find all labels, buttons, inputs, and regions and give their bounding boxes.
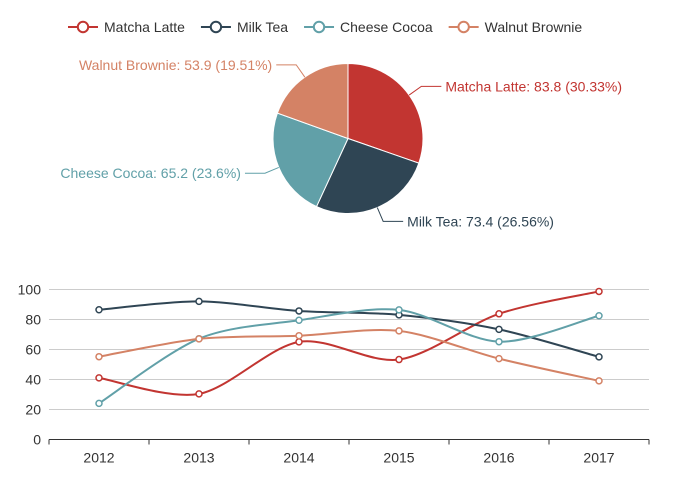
line-chart: 0 20 40 60 80 100 2012 2013 2014 2015 2016 2017 bbox=[18, 282, 650, 466]
data-point[interactable] bbox=[295, 338, 303, 346]
data-point[interactable] bbox=[495, 337, 503, 346]
x-tick-label: 2017 bbox=[583, 450, 614, 466]
pie-label-cheese-cocoa: Cheese Cocoa: 65.2 (23.6%) bbox=[60, 165, 241, 181]
y-grid bbox=[49, 289, 649, 410]
pie-label-matcha-latte: Matcha Latte: 83.8 (30.33%) bbox=[445, 78, 622, 94]
legend-item-matcha-latte[interactable]: Matcha Latte bbox=[68, 19, 185, 35]
data-point[interactable] bbox=[95, 352, 103, 361]
legend: Matcha Latte Milk Tea Cheese Cocoa Walnut B… bbox=[68, 19, 582, 35]
data-point[interactable] bbox=[195, 297, 203, 306]
series-matcha-latte bbox=[95, 287, 603, 398]
y-tick-label: 40 bbox=[25, 372, 41, 388]
x-tick-label: 2015 bbox=[383, 450, 414, 466]
data-point[interactable] bbox=[595, 353, 603, 361]
pie-leader-line bbox=[276, 64, 306, 78]
legend-marker bbox=[209, 20, 223, 34]
data-point[interactable] bbox=[195, 390, 203, 398]
pie-slice-milk-tea[interactable] bbox=[315, 137, 420, 214]
pie-leader-line bbox=[244, 166, 280, 174]
data-point[interactable] bbox=[95, 306, 103, 314]
data-point[interactable] bbox=[295, 331, 303, 340]
y-tick-label: 0 bbox=[33, 432, 41, 448]
pie-leader-line bbox=[408, 85, 442, 96]
data-point[interactable] bbox=[495, 310, 503, 318]
legend-label: Cheese Cocoa bbox=[340, 19, 433, 35]
x-tick-label: 2014 bbox=[283, 450, 314, 466]
pie-label-walnut-brownie: Walnut Brownie: 53.9 (19.51%) bbox=[79, 57, 272, 73]
data-point[interactable] bbox=[395, 306, 403, 314]
series-line-walnut-brownie bbox=[98, 328, 600, 382]
x-tick-label: 2012 bbox=[83, 450, 114, 466]
pie-label-group-matcha-latte: Matcha Latte: 83.8 (30.33%) bbox=[408, 78, 622, 96]
legend-label: Walnut Brownie bbox=[485, 19, 583, 35]
legend-item-walnut-brownie[interactable]: Walnut Brownie bbox=[448, 19, 583, 35]
pie-label-milk-tea: Milk Tea: 73.4 (26.56%) bbox=[407, 213, 554, 229]
y-tick-label: 100 bbox=[18, 282, 42, 298]
data-point[interactable] bbox=[595, 377, 603, 385]
y-axis: 0 20 40 60 80 100 bbox=[18, 282, 42, 448]
pie-label-group-walnut-brownie: Walnut Brownie: 53.9 (19.51%) bbox=[79, 57, 306, 78]
legend-label: Matcha Latte bbox=[104, 19, 185, 35]
x-axis: 2012 2013 2014 2015 2016 2017 bbox=[48, 439, 650, 466]
data-point[interactable] bbox=[495, 354, 503, 363]
data-point[interactable] bbox=[495, 325, 503, 334]
pie-slice-cheese-cocoa[interactable] bbox=[272, 112, 349, 208]
pie-slice-matcha-latte[interactable] bbox=[347, 62, 424, 164]
data-point[interactable] bbox=[595, 287, 603, 296]
data-point[interactable] bbox=[95, 374, 103, 382]
pie-leader-line bbox=[376, 207, 404, 222]
pie-label-group-cheese-cocoa: Cheese Cocoa: 65.2 (23.6%) bbox=[60, 165, 280, 181]
series-cheese-cocoa bbox=[95, 306, 603, 408]
series-line-milk-tea bbox=[98, 300, 600, 358]
data-point[interactable] bbox=[395, 355, 403, 364]
series-line-cheese-cocoa bbox=[98, 308, 600, 405]
pie-slice-walnut-brownie[interactable] bbox=[276, 62, 349, 140]
legend-item-cheese-cocoa[interactable]: Cheese Cocoa bbox=[304, 19, 433, 35]
y-tick-label: 20 bbox=[25, 402, 41, 418]
series-line-matcha-latte bbox=[98, 290, 600, 396]
data-point[interactable] bbox=[195, 335, 203, 343]
data-point[interactable] bbox=[295, 307, 303, 315]
series-walnut-brownie bbox=[95, 327, 603, 385]
pie-label-group-milk-tea: Milk Tea: 73.4 (26.56%) bbox=[376, 207, 554, 229]
legend-label: Milk Tea bbox=[237, 19, 288, 35]
data-point[interactable] bbox=[295, 316, 303, 324]
legend-marker bbox=[457, 20, 470, 34]
legend-item-milk-tea[interactable]: Milk Tea bbox=[200, 19, 288, 35]
data-point[interactable] bbox=[595, 312, 603, 320]
data-point[interactable] bbox=[95, 399, 103, 408]
data-point[interactable] bbox=[395, 327, 403, 335]
y-tick-label: 80 bbox=[25, 312, 41, 328]
x-tick-label: 2013 bbox=[183, 450, 214, 466]
legend-marker bbox=[76, 20, 90, 34]
pie-chart: Matcha Latte: 83.8 (30.33%) Milk Tea: 73.… bbox=[60, 57, 622, 229]
y-tick-label: 60 bbox=[25, 342, 41, 358]
legend-marker bbox=[312, 20, 326, 34]
x-tick-label: 2016 bbox=[483, 450, 514, 466]
